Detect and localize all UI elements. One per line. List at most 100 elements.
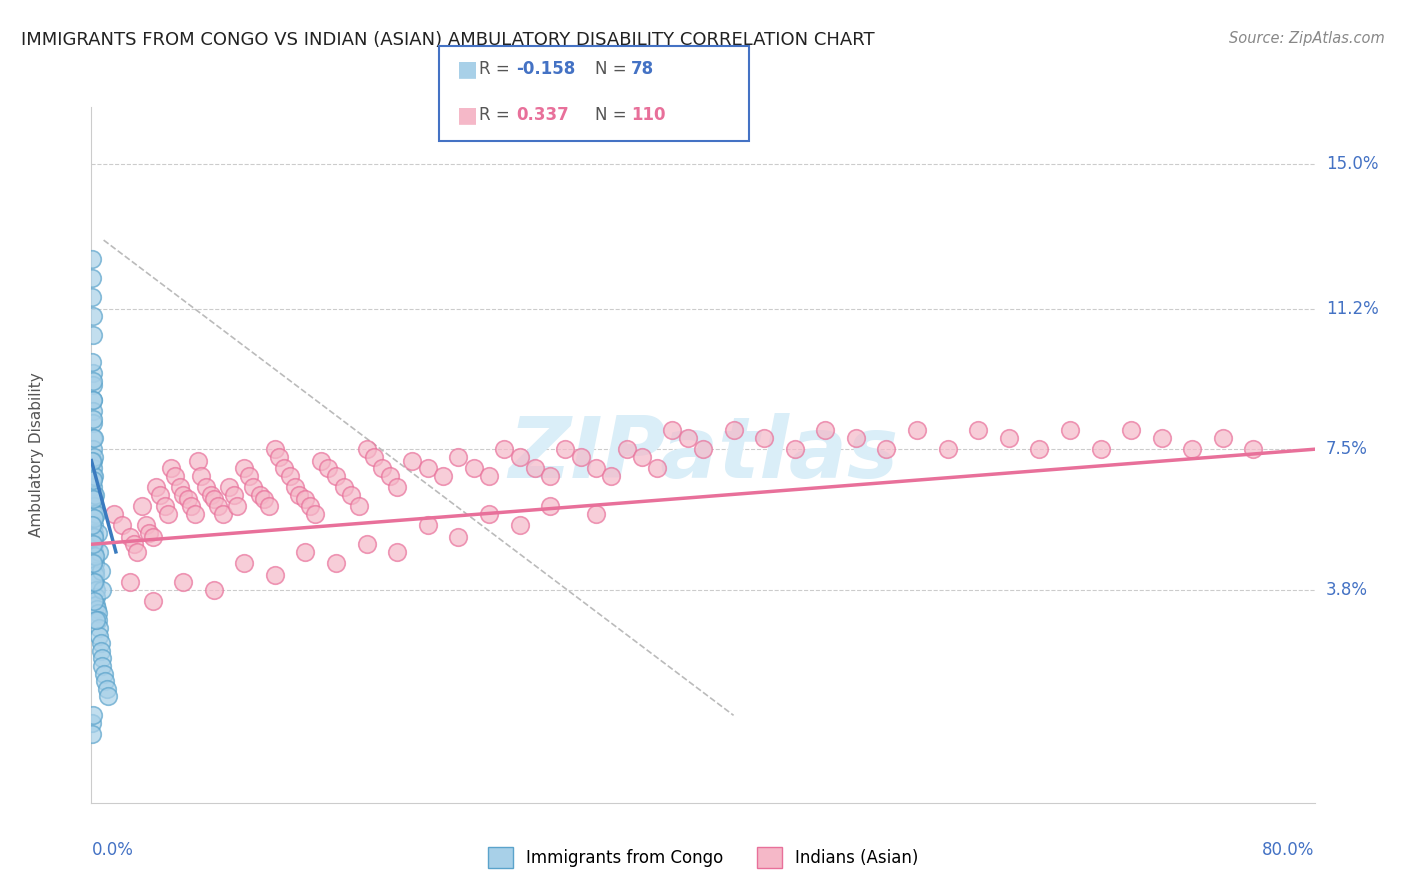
- Point: [145, 480, 167, 494]
- Point: [87, 545, 110, 559]
- Point: [82, 453, 104, 467]
- Text: Ambulatory Disability: Ambulatory Disability: [30, 373, 44, 537]
- Point: [86, 606, 108, 620]
- Point: [616, 442, 638, 457]
- Text: 110: 110: [631, 106, 666, 124]
- Point: [135, 518, 157, 533]
- Text: 7.5%: 7.5%: [1326, 441, 1368, 458]
- Point: [83, 537, 105, 551]
- Point: [363, 450, 385, 464]
- Point: [84, 567, 107, 582]
- Point: [1059, 423, 1081, 437]
- Point: [249, 488, 271, 502]
- Point: [122, 537, 145, 551]
- Point: [294, 545, 316, 559]
- Point: [82, 480, 104, 494]
- Point: [156, 507, 179, 521]
- Point: [82, 290, 104, 304]
- Point: [814, 423, 837, 437]
- Point: [238, 468, 260, 483]
- Point: [967, 423, 990, 437]
- Text: 0.337: 0.337: [516, 106, 569, 124]
- Point: [82, 366, 104, 380]
- Point: [225, 500, 247, 514]
- Point: [118, 575, 141, 590]
- Point: [90, 564, 112, 578]
- Point: [83, 530, 105, 544]
- Point: [905, 423, 928, 437]
- Text: -0.158: -0.158: [516, 60, 575, 78]
- Point: [184, 507, 207, 521]
- Point: [845, 431, 868, 445]
- Point: [538, 500, 561, 514]
- Point: [253, 491, 276, 506]
- Point: [325, 468, 347, 483]
- Point: [141, 594, 163, 608]
- Point: [754, 431, 776, 445]
- Point: [190, 468, 212, 483]
- Point: [83, 525, 105, 540]
- Point: [273, 461, 295, 475]
- Point: [82, 556, 104, 570]
- Text: N =: N =: [595, 106, 626, 124]
- Point: [82, 374, 104, 388]
- Point: [86, 525, 108, 540]
- Point: [1150, 431, 1173, 445]
- Point: [84, 613, 107, 627]
- Point: [177, 491, 200, 506]
- Point: [340, 488, 363, 502]
- Point: [169, 480, 191, 494]
- Point: [83, 530, 105, 544]
- Text: 3.8%: 3.8%: [1326, 581, 1368, 599]
- Point: [91, 651, 114, 665]
- Point: [84, 598, 107, 612]
- Text: R =: R =: [479, 60, 510, 78]
- Point: [84, 575, 107, 590]
- Point: [87, 628, 110, 642]
- Point: [998, 431, 1021, 445]
- Point: [83, 552, 105, 566]
- Point: [83, 500, 105, 514]
- Point: [294, 491, 316, 506]
- Point: [118, 530, 141, 544]
- Text: 11.2%: 11.2%: [1326, 300, 1378, 318]
- Point: [83, 594, 105, 608]
- Text: 78: 78: [631, 60, 654, 78]
- Point: [371, 461, 394, 475]
- Point: [585, 507, 607, 521]
- Point: [83, 545, 105, 559]
- Point: [278, 468, 301, 483]
- Point: [463, 461, 485, 475]
- Point: [83, 507, 105, 521]
- Point: [82, 537, 104, 551]
- Point: [783, 442, 806, 457]
- Point: [447, 450, 470, 464]
- Point: [84, 591, 107, 605]
- Point: [149, 488, 172, 502]
- Point: [82, 355, 104, 369]
- Point: [631, 450, 654, 464]
- Point: [523, 461, 546, 475]
- Point: [661, 423, 683, 437]
- Point: [82, 442, 104, 457]
- Point: [94, 674, 117, 689]
- Point: [1212, 431, 1234, 445]
- Text: ZIPatlas: ZIPatlas: [508, 413, 898, 497]
- Point: [83, 510, 105, 524]
- Point: [131, 500, 153, 514]
- Point: [93, 666, 115, 681]
- Point: [82, 473, 104, 487]
- Point: [82, 491, 104, 506]
- Point: [318, 461, 340, 475]
- Point: [83, 518, 105, 533]
- Point: [83, 556, 105, 570]
- Point: [202, 491, 225, 506]
- Point: [347, 500, 370, 514]
- Point: [218, 480, 240, 494]
- Text: IMMIGRANTS FROM CONGO VS INDIAN (ASIAN) AMBULATORY DISABILITY CORRELATION CHART: IMMIGRANTS FROM CONGO VS INDIAN (ASIAN) …: [21, 31, 875, 49]
- Point: [692, 442, 714, 457]
- Point: [165, 468, 187, 483]
- Point: [325, 556, 347, 570]
- Point: [172, 575, 194, 590]
- Point: [97, 690, 120, 704]
